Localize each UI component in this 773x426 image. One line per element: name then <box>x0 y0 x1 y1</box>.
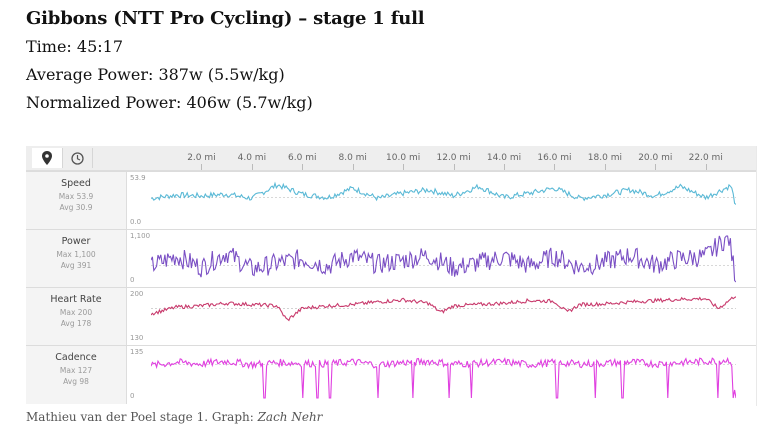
x-tick-label: 6.0 mi <box>288 153 317 163</box>
clock-icon <box>70 151 84 165</box>
panel-plot <box>151 356 736 399</box>
panel-max-label: Max 1,100 <box>56 250 96 259</box>
panel-label: Cadence Max 127 Avg 98 <box>26 346 127 404</box>
caption-credit: Zach Nehr <box>257 410 323 424</box>
panel-plot <box>151 296 736 322</box>
panel-max-label: Max 200 <box>59 308 93 317</box>
x-tick-label: 10.0 mi <box>386 153 421 163</box>
panel-plot <box>151 235 736 283</box>
panel-power[interactable]: Power Max 1,100 Avg 391 1,100 0 <box>26 229 756 288</box>
y-min-label: 0.0 <box>130 218 142 226</box>
panel-max-label: Max 127 <box>59 366 93 375</box>
y-max-label: 135 <box>130 348 144 356</box>
x-tick-mark <box>604 164 606 170</box>
x-tick-mark <box>201 164 203 170</box>
time-axis-button[interactable] <box>62 148 93 168</box>
distance-axis-button[interactable] <box>32 148 63 168</box>
x-tick-label: 22.0 mi <box>688 153 723 163</box>
panel-speed[interactable]: Speed Max 53.9 Avg 30.9 53.9 0.0 <box>26 171 756 230</box>
x-tick-mark <box>655 164 657 170</box>
y-max-label: 200 <box>130 290 144 298</box>
normalized-power-stat: Normalized Power: 406w (5.7w/kg) <box>26 93 313 112</box>
figure-caption: Mathieu van der Poel stage 1. Graph: Zac… <box>26 410 322 424</box>
x-tick-label: 16.0 mi <box>537 153 572 163</box>
x-tick-label: 14.0 mi <box>486 153 522 163</box>
map-pin-icon <box>42 151 52 165</box>
panel-plot <box>151 181 736 205</box>
panel-max-label: Max 53.9 <box>58 192 94 201</box>
panel-name: Speed <box>61 178 91 189</box>
article-heading: Gibbons (NTT Pro Cycling) – stage 1 full <box>26 8 425 29</box>
y-min-label: 0 <box>130 392 135 400</box>
panel-name: Cadence <box>55 352 97 363</box>
ride-analysis-chart: 2.0 mi 4.0 mi 6.0 mi 8.0 mi 10.0 mi 12.0 mi 14… <box>26 146 757 406</box>
time-stat: Time: 45:17 <box>26 37 124 56</box>
average-power-stat: Average Power: 387w (5.5w/kg) <box>26 65 285 84</box>
x-tick-mark <box>705 164 707 170</box>
x-tick-label: 20.0 mi <box>638 153 673 163</box>
panel-name: Power <box>61 236 91 247</box>
series-line-power <box>151 235 736 283</box>
panel-label: Speed Max 53.9 Avg 30.9 <box>26 172 127 230</box>
series-line-heart-rate <box>151 296 736 322</box>
panel-avg-label: Avg 30.9 <box>59 203 93 212</box>
y-min-label: 0 <box>130 276 135 284</box>
chart-toolbar: 2.0 mi 4.0 mi 6.0 mi 8.0 mi 10.0 mi 12.0 mi 14… <box>26 146 756 171</box>
panel-cadence[interactable]: Cadence Max 127 Avg 98 135 0 <box>26 345 756 404</box>
panel-label: Heart Rate Max 200 Avg 178 <box>26 288 127 346</box>
x-tick-mark <box>453 164 455 170</box>
panel-label: Power Max 1,100 Avg 391 <box>26 230 127 288</box>
x-tick-label: 8.0 mi <box>338 153 367 163</box>
panel-avg-label: Avg 391 <box>60 261 92 270</box>
panel-heart-rate[interactable]: Heart Rate Max 200 Avg 178 200 130 <box>26 287 756 346</box>
series-line-cadence <box>151 356 736 399</box>
panel-avg-label: Avg 98 <box>63 377 89 386</box>
y-max-label: 53.9 <box>130 174 146 182</box>
x-tick-mark <box>554 164 556 170</box>
x-tick-label: 12.0 mi <box>436 153 471 163</box>
x-tick-mark <box>302 164 304 170</box>
x-tick-label: 2.0 mi <box>187 153 216 163</box>
panel-name: Heart Rate <box>50 294 102 305</box>
x-tick-mark <box>352 164 354 170</box>
y-max-label: 1,100 <box>130 232 151 240</box>
panel-avg-label: Avg 178 <box>60 319 92 328</box>
x-tick-mark <box>403 164 405 170</box>
x-tick-label: 18.0 mi <box>587 153 622 163</box>
x-tick-mark <box>251 164 253 170</box>
caption-text: Mathieu van der Poel stage 1. Graph: <box>26 410 258 424</box>
y-min-label: 130 <box>130 334 144 342</box>
x-tick-label: 4.0 mi <box>237 153 267 163</box>
x-tick-mark <box>504 164 506 170</box>
series-line-speed <box>151 181 736 205</box>
